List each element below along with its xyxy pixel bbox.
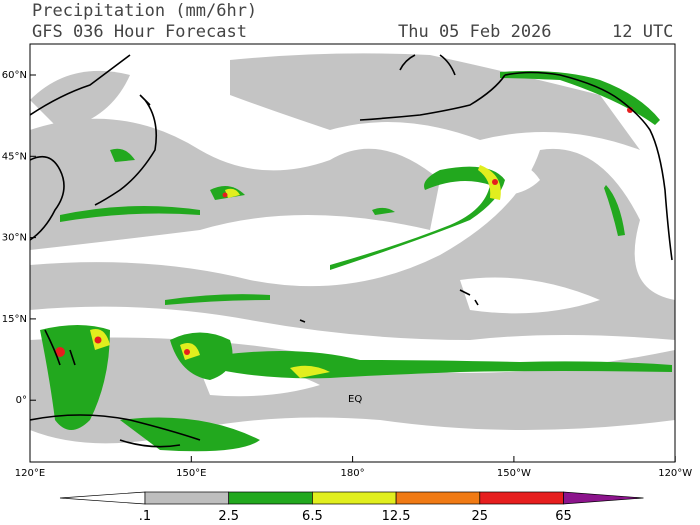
lon-label: 150°E [176,468,206,479]
colorbar-label: 65 [555,509,572,524]
axes: 60°N 45°N 30°N 15°N 0° 120°E 150°E 180° 150°W 120… [2,70,693,479]
date: Thu 05 Feb 2026 [398,22,552,42]
equator-label: EQ [348,394,362,405]
lon-label: 150°W [497,468,531,479]
lon-label: 180° [341,468,365,479]
colorbar: .1 2.5 6.5 12.5 25 65 [59,491,644,524]
lon-label: 120°E [15,468,45,479]
colorbar-segment [228,491,313,505]
lat-label: 0° [16,395,27,406]
colorbar-end [563,491,644,505]
lat-label: 45°N [2,151,27,162]
heavier-precip [90,165,501,378]
lat-label: 15°N [2,314,27,325]
colorbar-label: 6.5 [302,509,323,524]
map-field [30,44,675,462]
lat-label: 60°N [2,70,27,81]
colorbar-segment [144,491,230,505]
clear-areas [200,157,600,397]
colorbar-end [59,491,146,505]
colorbar-segment [395,491,481,505]
colorbar-segment [479,491,564,505]
title: Precipitation (mm/6hr) [32,1,257,21]
colorbar-label: 25 [472,509,489,524]
heavy-precip [55,107,633,357]
lon-label: 120°W [658,468,692,479]
colorbar-label: 12.5 [382,509,411,524]
subtitle: GFS 036 Hour Forecast [32,22,247,42]
time: 12 UTC [612,22,673,42]
colorbar-label: 2.5 [218,509,239,524]
lat-label: 30°N [2,233,27,244]
colorbar-label: .1 [139,509,151,524]
colorbar-segment [312,491,397,505]
